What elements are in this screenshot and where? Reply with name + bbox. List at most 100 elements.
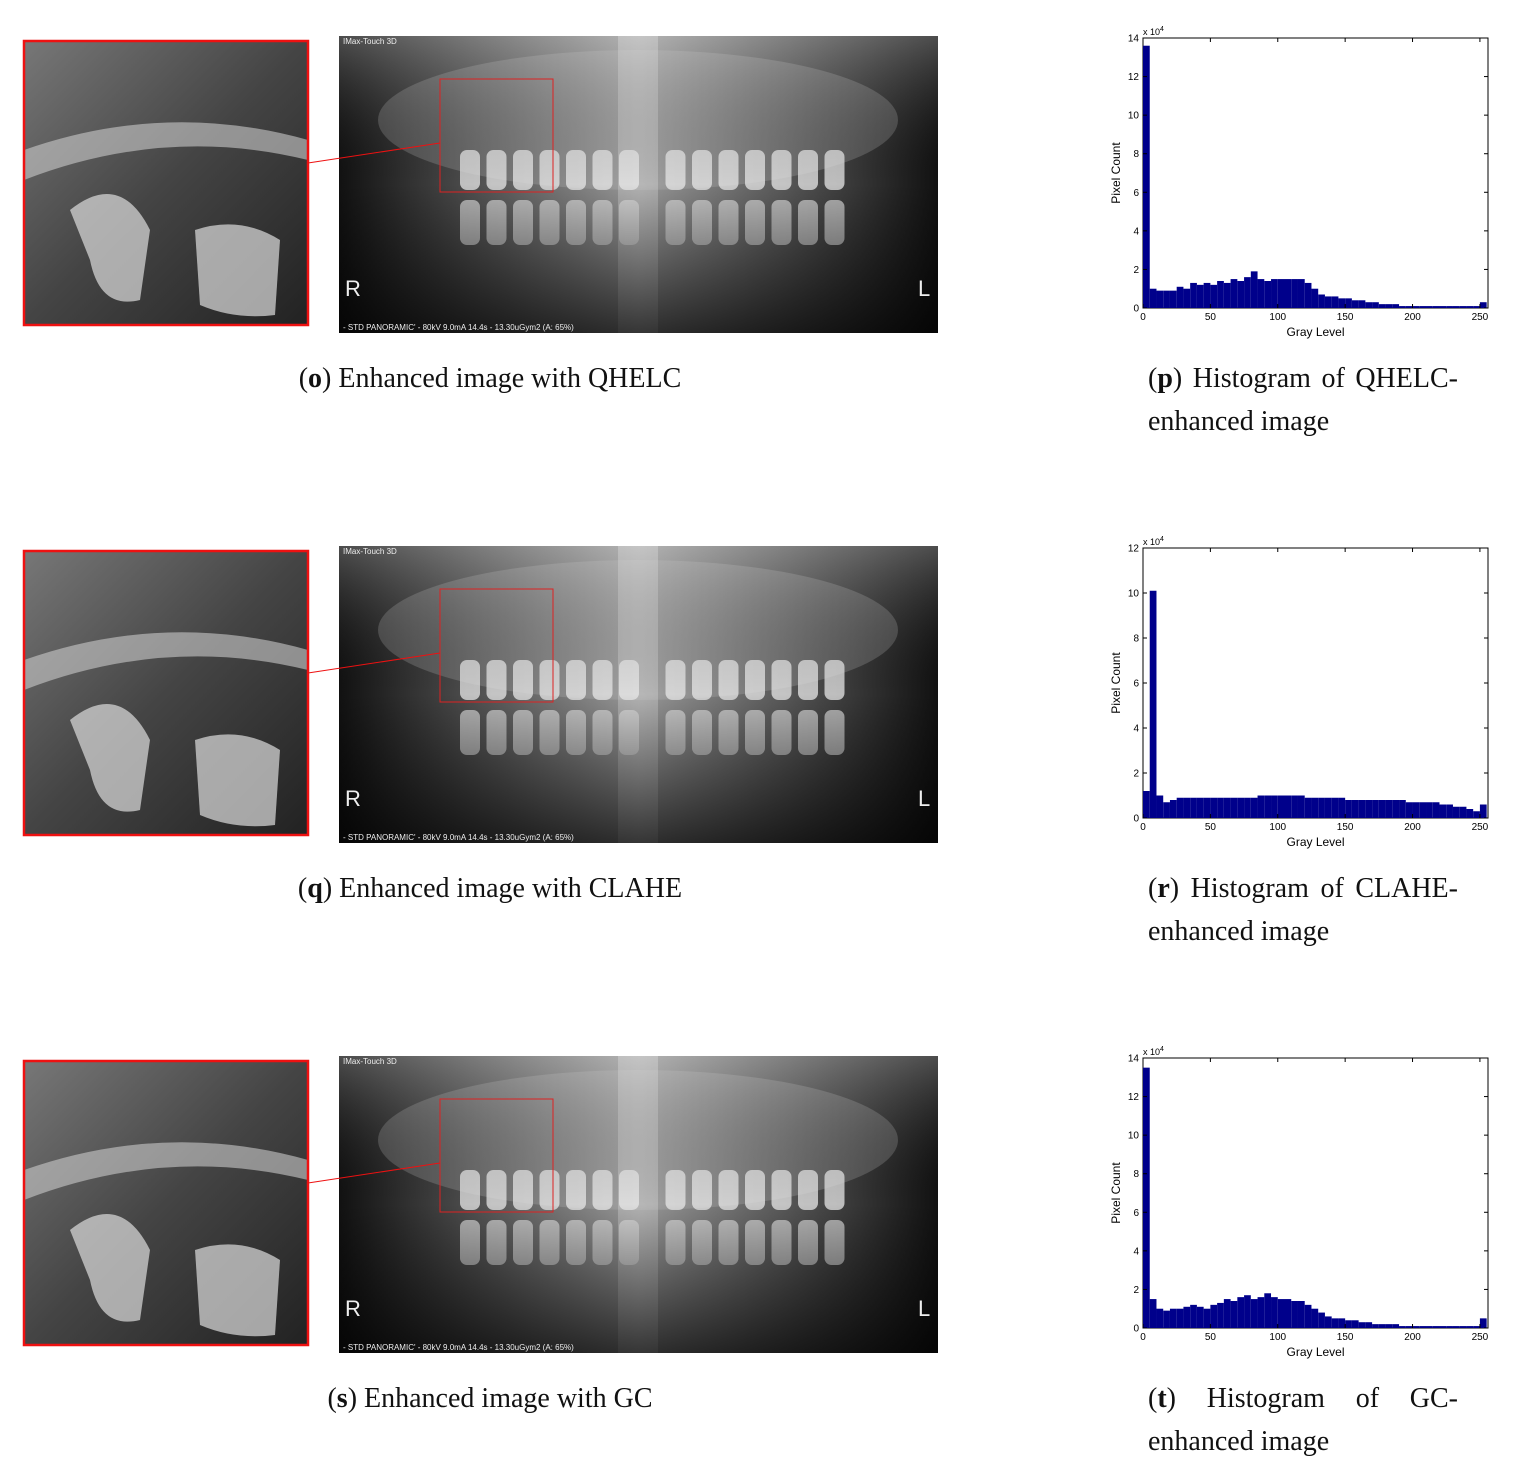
y-tick-label: 10 bbox=[1128, 111, 1140, 122]
y-tick-label: 4 bbox=[1133, 1246, 1139, 1257]
histogram-bar bbox=[1297, 795, 1305, 818]
histogram-bar bbox=[1244, 277, 1251, 308]
y-tick-label: 4 bbox=[1133, 724, 1139, 735]
image-side-left: L bbox=[918, 276, 930, 301]
y-tick-label: 14 bbox=[1128, 1054, 1140, 1065]
histogram-bar bbox=[1203, 1308, 1211, 1328]
plot-frame bbox=[1142, 547, 1489, 819]
histogram-bar bbox=[1196, 1306, 1204, 1328]
histogram-bar bbox=[1230, 1301, 1238, 1328]
histogram-bar bbox=[1351, 300, 1359, 308]
histogram-bar bbox=[1297, 1301, 1305, 1328]
caption: (s) Enhanced image with GC bbox=[0, 1377, 980, 1420]
histogram-bar bbox=[1419, 1326, 1427, 1328]
histogram-bar bbox=[1143, 1067, 1150, 1328]
histogram-bar bbox=[1257, 795, 1265, 818]
y-tick-label: 10 bbox=[1128, 589, 1140, 600]
zoom-tooth bbox=[195, 224, 280, 317]
y-tick-label: 2 bbox=[1133, 769, 1139, 780]
histogram-bar bbox=[1244, 1295, 1251, 1328]
image-brand: IMax-Touch 3D bbox=[343, 547, 397, 556]
y-multiplier-base: x 10 bbox=[1143, 537, 1160, 547]
y-tick-label: 8 bbox=[1133, 149, 1139, 160]
plot-frame bbox=[1142, 1057, 1489, 1329]
caption-text: ) Enhanced image with CLAHE bbox=[322, 873, 683, 904]
histogram-bar bbox=[1149, 288, 1157, 308]
histogram-bar bbox=[1331, 1318, 1339, 1328]
histogram-bar bbox=[1358, 800, 1366, 818]
x-tick-label: 250 bbox=[1472, 1332, 1489, 1343]
histogram-bar bbox=[1473, 1326, 1480, 1328]
image-footer: - STD PANORAMIC' - 80kV 9.0mA 14.4s - 13… bbox=[343, 323, 574, 332]
zoom-connector bbox=[307, 652, 441, 674]
image-side-left: L bbox=[918, 786, 930, 811]
y-tick-label: 14 bbox=[1128, 34, 1140, 45]
plot-frame bbox=[1142, 37, 1489, 309]
histogram-bar bbox=[1284, 279, 1292, 308]
histogram-bar bbox=[1223, 282, 1231, 308]
x-tick-label: 200 bbox=[1404, 1332, 1421, 1343]
zoom-region bbox=[439, 588, 554, 703]
histogram-bar bbox=[1372, 302, 1379, 308]
y-multiplier-exponent: 4 bbox=[1160, 26, 1164, 33]
y-tick-label: 2 bbox=[1133, 265, 1139, 276]
x-tick-label: 250 bbox=[1472, 312, 1489, 323]
histogram-bar bbox=[1419, 306, 1427, 308]
histogram-bar bbox=[1479, 302, 1487, 308]
zoom-region bbox=[439, 1098, 554, 1213]
histogram-bar bbox=[1426, 802, 1433, 818]
caption-label: p bbox=[1157, 363, 1173, 394]
histogram-bar bbox=[1190, 797, 1197, 818]
histogram-bar bbox=[1196, 797, 1204, 818]
zoom-bone bbox=[24, 632, 308, 690]
caption-text: ( bbox=[297, 873, 308, 904]
histogram-bar bbox=[1378, 800, 1386, 818]
histogram-bar bbox=[1271, 1297, 1278, 1328]
zoom-tooth bbox=[70, 704, 150, 812]
y-tick-label: 10 bbox=[1128, 1131, 1140, 1142]
y-tick-label: 12 bbox=[1128, 1092, 1140, 1103]
histogram-bar bbox=[1311, 1308, 1319, 1328]
image-side-right: R bbox=[345, 1296, 361, 1321]
histogram-bar bbox=[1156, 795, 1164, 818]
zoom-frame bbox=[22, 39, 310, 327]
caption-label: q bbox=[307, 873, 323, 904]
caption-text: ) Enhanced image with GC bbox=[347, 1383, 653, 1414]
histogram-bar bbox=[1291, 1301, 1298, 1328]
histogram-bar bbox=[1230, 279, 1238, 308]
zoom-bone bbox=[24, 122, 308, 180]
histogram-bar bbox=[1439, 306, 1447, 308]
histogram-bar bbox=[1176, 286, 1184, 308]
y-axis-label: Pixel Count bbox=[1109, 1162, 1123, 1224]
image-side-left: L bbox=[918, 1296, 930, 1321]
histogram-bar bbox=[1459, 806, 1467, 818]
histogram-bar bbox=[1217, 1302, 1224, 1328]
caption-text: ) Histogram of GC-enhanced image bbox=[1148, 1383, 1458, 1457]
histogram-bar bbox=[1311, 288, 1319, 308]
histogram-bar bbox=[1318, 294, 1325, 308]
y-multiplier: x 104 bbox=[1143, 26, 1164, 37]
y-tick-label: 0 bbox=[1133, 1324, 1139, 1335]
histogram-bar bbox=[1257, 1297, 1265, 1328]
histogram-bar bbox=[1324, 797, 1332, 818]
image-brand: IMax-Touch 3D bbox=[343, 37, 397, 46]
zoom-tooth bbox=[195, 1244, 280, 1337]
histogram-bar bbox=[1426, 1326, 1433, 1328]
x-axis-label: Gray Level bbox=[1286, 325, 1344, 339]
caption-text: ( bbox=[298, 363, 309, 394]
x-tick-label: 200 bbox=[1404, 312, 1421, 323]
histogram-bar bbox=[1223, 797, 1231, 818]
histogram-bar bbox=[1210, 797, 1218, 818]
histogram-bar bbox=[1149, 1299, 1157, 1328]
histogram-bar bbox=[1250, 271, 1258, 308]
y-tick-label: 12 bbox=[1128, 544, 1140, 555]
y-multiplier: x 104 bbox=[1143, 536, 1164, 547]
y-tick-label: 0 bbox=[1133, 304, 1139, 315]
zoom-connector bbox=[307, 142, 441, 164]
histogram-bar bbox=[1284, 795, 1292, 818]
histogram-bar bbox=[1304, 1304, 1312, 1328]
zoom-tooth bbox=[70, 194, 150, 302]
histogram-bar bbox=[1392, 1324, 1400, 1328]
histogram-bar bbox=[1196, 284, 1204, 308]
